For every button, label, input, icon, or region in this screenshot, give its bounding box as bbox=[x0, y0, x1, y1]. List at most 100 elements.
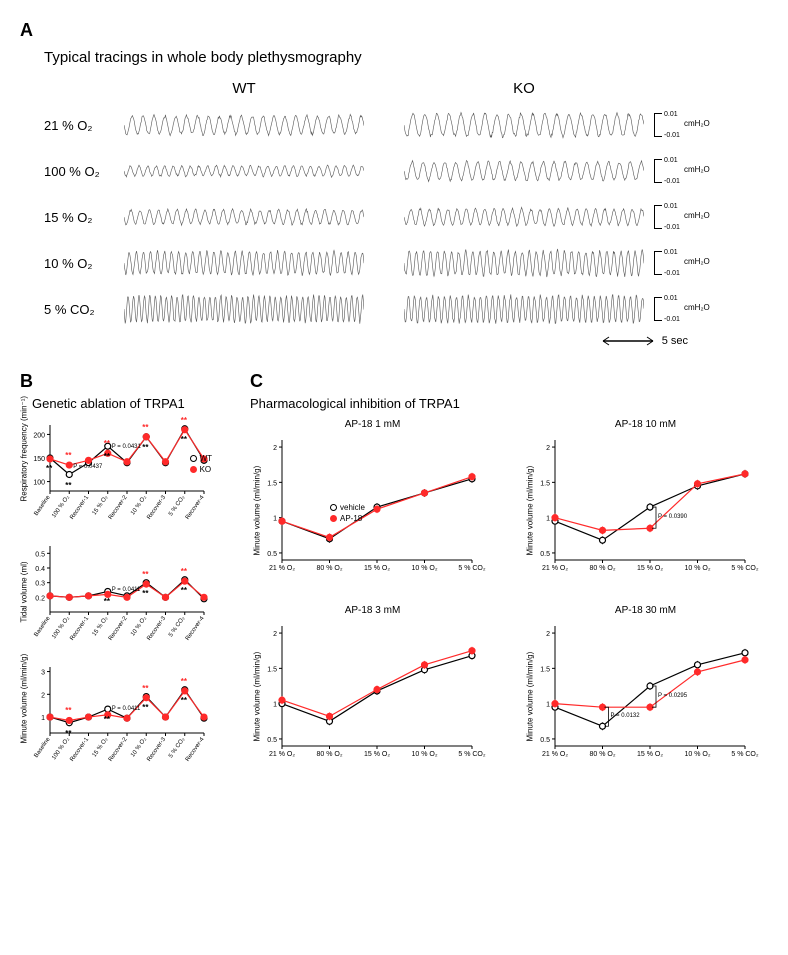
svg-text:Recover-1: Recover-1 bbox=[69, 615, 90, 642]
svg-text:Baseline: Baseline bbox=[34, 615, 52, 638]
trace-row: 100 % O₂ 0.01 -0.01 cmH₂O bbox=[44, 149, 768, 193]
svg-text:100: 100 bbox=[33, 480, 45, 487]
svg-text:150: 150 bbox=[33, 456, 45, 463]
svg-text:100 % O₂: 100 % O₂ bbox=[51, 615, 71, 640]
sig-marker: ** bbox=[181, 586, 187, 595]
svg-text:1.5: 1.5 bbox=[267, 666, 277, 673]
p-value: P = 0.0411 bbox=[112, 706, 141, 712]
svg-text:Recover-3: Recover-3 bbox=[146, 615, 167, 642]
svg-text:0.5: 0.5 bbox=[35, 551, 45, 558]
svg-text:10 % O₂: 10 % O₂ bbox=[130, 494, 148, 516]
svg-text:0.2: 0.2 bbox=[35, 595, 45, 602]
time-scale-label: 5 sec bbox=[662, 335, 688, 347]
svg-text:10 % O₂: 10 % O₂ bbox=[130, 736, 148, 758]
svg-text:1: 1 bbox=[273, 516, 277, 523]
y-axis-label: Minute volume (ml/min/g) bbox=[253, 632, 262, 742]
scale-bar: 0.01 -0.01 cmH₂O bbox=[654, 203, 724, 231]
tracings-block: WT KO 21 % O₂ 0.01 -0.01 cmH₂O 100 % O₂ … bbox=[44, 80, 768, 347]
trace-wt bbox=[124, 245, 364, 281]
sig-marker: ** bbox=[142, 570, 148, 579]
trace-wt bbox=[124, 291, 364, 327]
svg-text:5 % CO₂: 5 % CO₂ bbox=[168, 615, 187, 638]
row-label: 10 % O₂ bbox=[44, 256, 124, 271]
col-header-wt: WT bbox=[124, 80, 364, 97]
chart-c-1: AP-18 10 mM0.511.5221 % O₂80 % O₂15 % O₂… bbox=[523, 419, 768, 587]
row-label: 21 % O₂ bbox=[44, 118, 124, 133]
sig-marker: ** bbox=[142, 684, 148, 693]
sig-marker: ** bbox=[181, 416, 187, 425]
chart-c-2: AP-18 3 mM0.511.5221 % O₂80 % O₂15 % O₂1… bbox=[250, 605, 495, 773]
panel-b-label: B bbox=[20, 371, 220, 392]
svg-text:Recover-1: Recover-1 bbox=[69, 736, 90, 763]
svg-text:Recover-4: Recover-4 bbox=[185, 494, 206, 521]
svg-text:15 % O₂: 15 % O₂ bbox=[92, 494, 110, 516]
sig-marker: ** bbox=[142, 703, 148, 712]
svg-text:0.4: 0.4 bbox=[35, 566, 45, 573]
svg-text:5 % CO₂: 5 % CO₂ bbox=[168, 494, 187, 517]
trace-ko bbox=[404, 291, 644, 327]
scale-bar: 0.01 -0.01 cmH₂O bbox=[654, 249, 724, 277]
p-value: P = 0.0437 bbox=[73, 464, 102, 470]
sig-marker: ** bbox=[104, 597, 110, 606]
svg-text:80 % O₂: 80 % O₂ bbox=[316, 751, 342, 758]
legend: WT KO bbox=[190, 453, 212, 475]
subchart-title: AP-18 3 mM bbox=[250, 605, 495, 616]
scale-bar: 0.01 -0.01 cmH₂O bbox=[654, 111, 724, 139]
trace-ko bbox=[404, 199, 644, 235]
svg-text:10 % O₂: 10 % O₂ bbox=[411, 565, 437, 572]
svg-text:2: 2 bbox=[273, 631, 277, 638]
svg-text:10 % O₂: 10 % O₂ bbox=[411, 751, 437, 758]
svg-text:100 % O₂: 100 % O₂ bbox=[51, 494, 71, 519]
panel-c: C Pharmacological inhibition of TRPA1 AP… bbox=[250, 371, 768, 782]
svg-text:15 % O₂: 15 % O₂ bbox=[364, 565, 390, 572]
sig-marker: ** bbox=[65, 481, 71, 490]
panel-a: A Typical tracings in whole body plethys… bbox=[20, 20, 768, 347]
svg-text:200: 200 bbox=[33, 432, 45, 439]
row-label: 5 % CO₂ bbox=[44, 302, 124, 317]
sig-marker: ** bbox=[142, 423, 148, 432]
trace-ko bbox=[404, 245, 644, 281]
svg-text:2: 2 bbox=[41, 692, 45, 699]
chart-b-0: 100150200Baseline100 % O₂Recover-115 % O… bbox=[20, 419, 220, 534]
time-scale: 5 sec bbox=[44, 335, 688, 347]
y-axis-label: Respiratory frequency (min⁻¹) bbox=[20, 422, 29, 502]
trace-wt bbox=[124, 107, 364, 143]
y-axis-label: Minute volume (ml/min/g) bbox=[253, 446, 262, 556]
svg-text:5 % CO₂: 5 % CO₂ bbox=[458, 751, 486, 758]
panel-b: B Genetic ablation of TRPA1 100150200Bas… bbox=[20, 371, 220, 782]
svg-text:2: 2 bbox=[273, 445, 277, 452]
p-value: P = 0.0411 bbox=[112, 587, 141, 593]
y-axis-label: Tidal volume (ml) bbox=[20, 543, 29, 623]
sig-marker: ** bbox=[46, 464, 52, 473]
sig-marker: ** bbox=[181, 567, 187, 576]
svg-text:15 % O₂: 15 % O₂ bbox=[92, 736, 110, 758]
chart-c-3: AP-18 30 mM0.511.5221 % O₂80 % O₂15 % O₂… bbox=[523, 605, 768, 773]
subchart-title: AP-18 1 mM bbox=[250, 419, 495, 430]
svg-text:80 % O₂: 80 % O₂ bbox=[316, 565, 342, 572]
sig-marker: ** bbox=[181, 435, 187, 444]
sig-marker: ** bbox=[181, 677, 187, 686]
svg-text:Recover-3: Recover-3 bbox=[146, 494, 167, 521]
panel-a-title: Typical tracings in whole body plethysmo… bbox=[44, 49, 768, 66]
chart-b-2: 123Baseline100 % O₂Recover-115 % O₂Recov… bbox=[20, 661, 220, 776]
svg-text:Recover-4: Recover-4 bbox=[185, 615, 206, 642]
sig-marker: ** bbox=[104, 439, 110, 448]
svg-text:Recover-2: Recover-2 bbox=[108, 736, 129, 763]
svg-text:0.5: 0.5 bbox=[267, 737, 277, 744]
svg-text:100 % O₂: 100 % O₂ bbox=[51, 736, 71, 761]
trace-wt bbox=[124, 199, 364, 235]
legend: vehicle AP-18 bbox=[330, 502, 365, 524]
svg-text:Baseline: Baseline bbox=[34, 736, 52, 759]
svg-text:Baseline: Baseline bbox=[34, 494, 52, 517]
sig-marker: ** bbox=[65, 729, 71, 738]
svg-text:Recover-4: Recover-4 bbox=[185, 736, 206, 763]
trace-wt bbox=[124, 153, 364, 189]
trace-ko bbox=[404, 107, 644, 143]
svg-text:0.3: 0.3 bbox=[35, 581, 45, 588]
svg-text:1: 1 bbox=[273, 702, 277, 709]
col-header-ko: KO bbox=[404, 80, 644, 97]
svg-text:Recover-2: Recover-2 bbox=[108, 494, 129, 521]
svg-text:15 % O₂: 15 % O₂ bbox=[364, 751, 390, 758]
sig-marker: ** bbox=[142, 443, 148, 452]
svg-text:Recover-2: Recover-2 bbox=[108, 615, 129, 642]
